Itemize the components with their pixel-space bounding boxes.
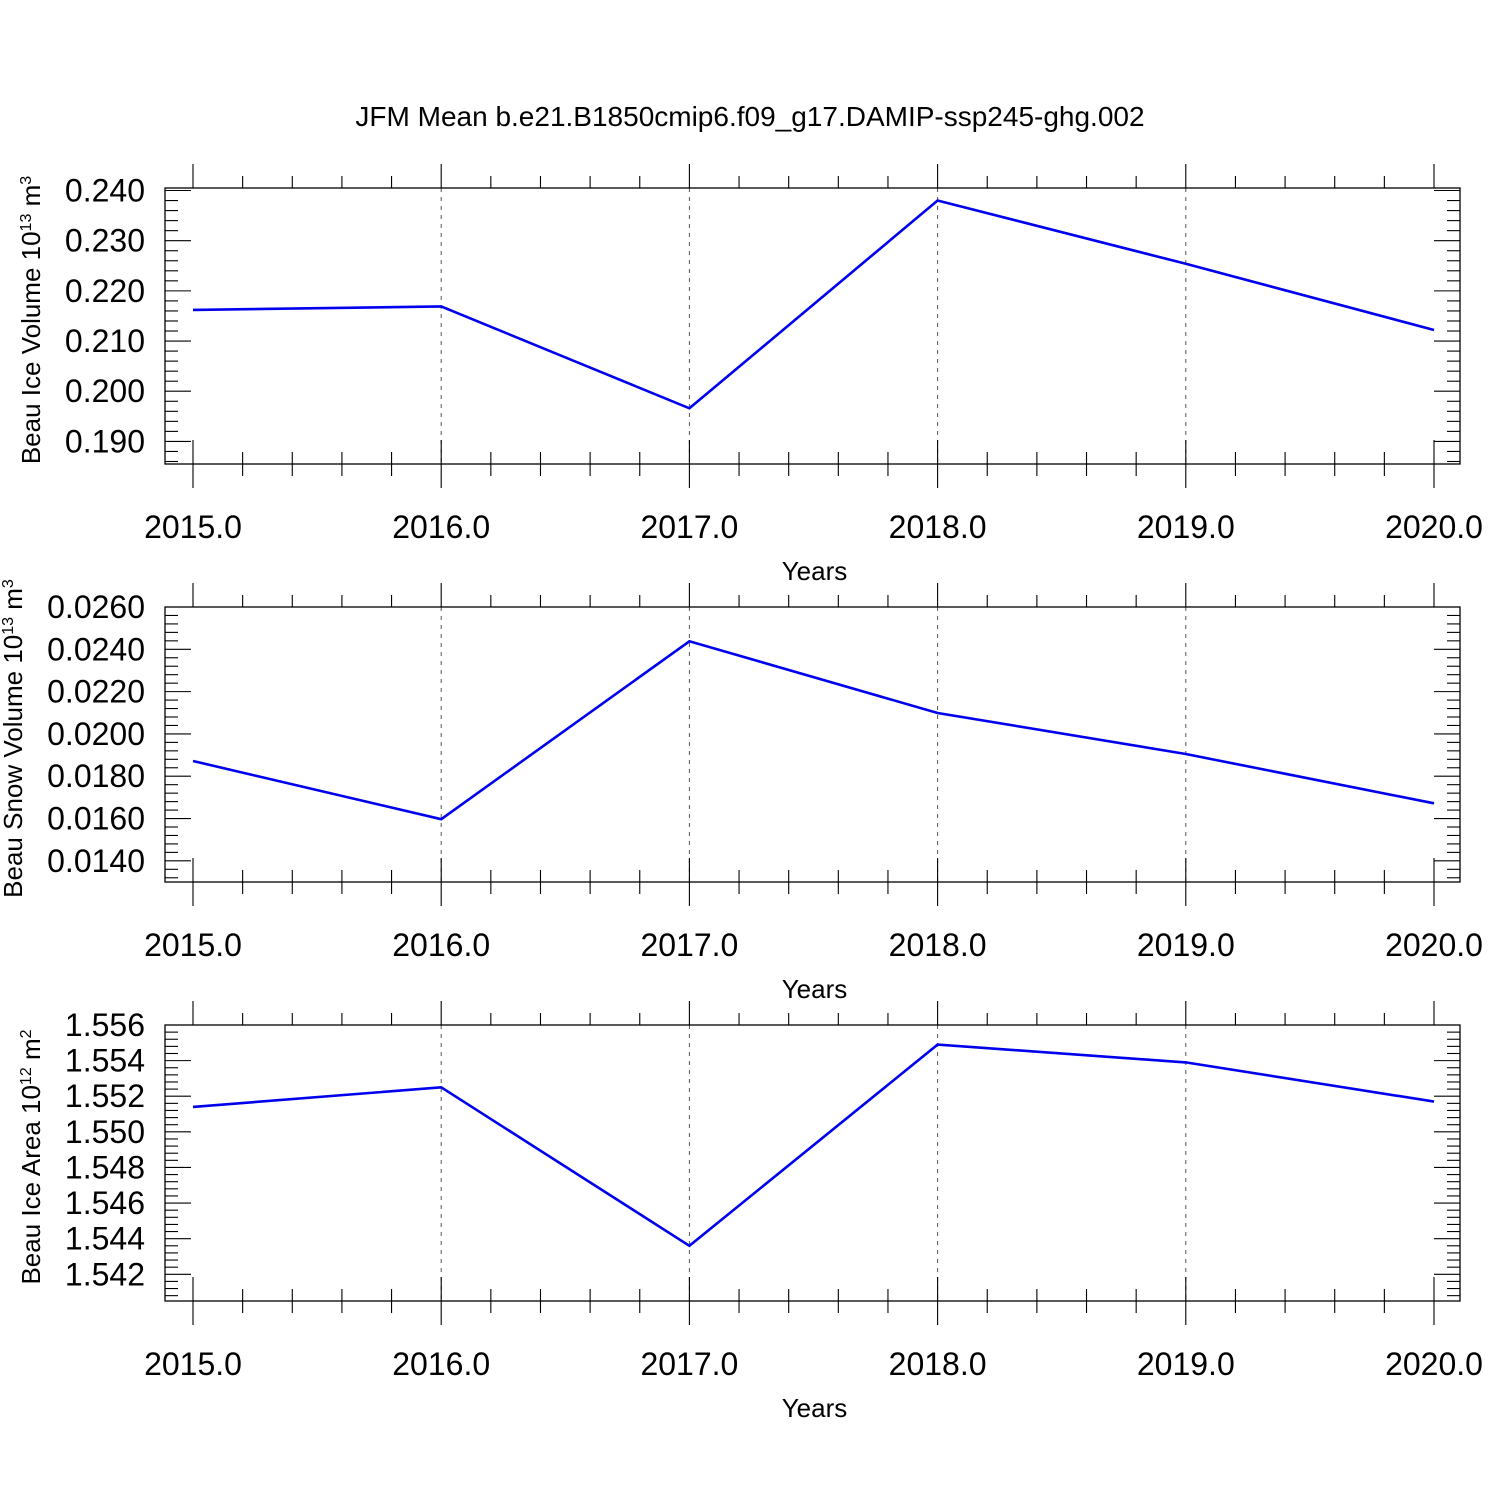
series-line (192, 639, 1435, 821)
y-tick-label: 1.552 (65, 1078, 145, 1114)
y-tick-label: 1.544 (65, 1221, 145, 1257)
y-tick-label: 0.0160 (47, 801, 145, 837)
y-tick-label: 0.200 (65, 373, 145, 409)
series-line (192, 1043, 1435, 1248)
y-label-text: Beau Ice Volume 10 (16, 231, 46, 464)
x-tick-label: 2019.0 (1137, 509, 1235, 545)
y-tick-label: 0.240 (65, 173, 145, 209)
series-line (192, 199, 1435, 410)
y-label-text: Beau Ice Area 10 (16, 1085, 46, 1284)
plot-frame (164, 606, 1461, 883)
x-tick-label: 2016.0 (392, 927, 490, 963)
y-label-superscript: 3 (18, 176, 35, 185)
y-label-text: m (0, 588, 28, 617)
x-tick-label: 2016.0 (392, 1346, 490, 1382)
x-tick-label: 2017.0 (640, 927, 738, 963)
plot-frame (164, 1024, 1461, 1302)
x-axis-label: Years (782, 1393, 848, 1423)
x-tick-label: 2019.0 (1137, 927, 1235, 963)
y-tick-label: 1.554 (65, 1043, 145, 1079)
y-label-superscript: 3 (0, 579, 17, 588)
y-tick-label: 0.0240 (47, 631, 145, 667)
x-tick-label: 2018.0 (889, 927, 987, 963)
x-axis-label: Years (782, 974, 848, 1004)
x-tick-label: 2017.0 (640, 1346, 738, 1382)
x-tick-label: 2018.0 (889, 509, 987, 545)
chart-panel-3: 2015.0 2016.0 2017.0 2018.0 2019.0 2020.0 1.54… (16, 1001, 1483, 1423)
y-tick-label: 0.0260 (47, 589, 145, 625)
x-axis-label: Years (782, 556, 848, 586)
chart-panel-1: 2015.0 2016.0 2017.0 2018.0 2019.0 2020.0 0.19… (16, 164, 1483, 586)
x-tick-label: 2018.0 (889, 1346, 987, 1382)
panels: 2015.0 2016.0 2017.0 2018.0 2019.0 2020.0 0.19… (0, 164, 1483, 1423)
y-label-text: m (16, 185, 46, 214)
y-tick-label: 1.548 (65, 1149, 145, 1185)
y-tick-label: 1.546 (65, 1185, 145, 1221)
x-tick-label: 2015.0 (144, 1346, 242, 1382)
y-label-superscript: 12 (18, 1067, 35, 1085)
chart-title: JFM Mean b.e21.B1850cmip6.f09_g17.DAMIP-… (355, 101, 1144, 132)
x-tick-label: 2019.0 (1137, 1346, 1235, 1382)
y-tick-label: 0.210 (65, 323, 145, 359)
y-tick-label: 0.230 (65, 223, 145, 259)
y-tick-label: 0.0180 (47, 758, 145, 794)
y-label-superscript: 2 (18, 1029, 35, 1038)
y-tick-label: 1.550 (65, 1114, 145, 1150)
y-tick-label: 0.0140 (47, 843, 145, 879)
y-tick-label: 0.0200 (47, 716, 145, 752)
x-tick-label: 2016.0 (392, 509, 490, 545)
y-tick-label: 1.542 (65, 1256, 145, 1292)
x-tick-label: 2020.0 (1385, 1346, 1483, 1382)
y-tick-label: 0.220 (65, 273, 145, 309)
y-tick-label: 0.0220 (47, 674, 145, 710)
y-axis-label: Beau Ice Volume 1013 m3 (16, 176, 46, 464)
y-label-superscript: 13 (0, 617, 17, 635)
plot-frame (164, 187, 1461, 465)
x-tick-label: 2020.0 (1385, 509, 1483, 545)
x-tick-label: 2020.0 (1385, 927, 1483, 963)
y-tick-label: 1.556 (65, 1007, 145, 1043)
x-tick-label: 2017.0 (640, 509, 738, 545)
y-tick-label: 0.190 (65, 423, 145, 459)
x-tick-label: 2015.0 (144, 509, 242, 545)
y-label-superscript: 13 (18, 214, 35, 232)
x-tick-label: 2015.0 (144, 927, 242, 963)
y-label-text: m (16, 1038, 46, 1067)
y-axis-label: Beau Snow Volume 1013 m3 (0, 579, 28, 898)
y-label-text: Beau Snow Volume 10 (0, 635, 28, 898)
y-axis-label: Beau Ice Area 1012 m2 (16, 1029, 46, 1284)
chart-panel-2: 2015.0 2016.0 2017.0 2018.0 2019.0 2020.0 0.01… (0, 579, 1483, 1004)
